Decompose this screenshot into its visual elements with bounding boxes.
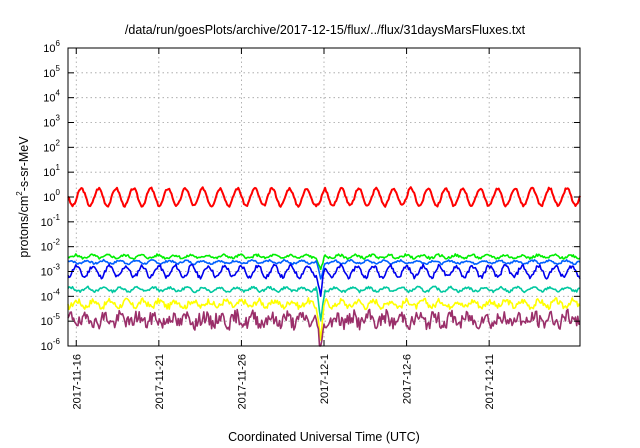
x-tick-labels: 2017-11-16 2017-11-21 2017-11-26 2017-12-1 2… (71, 354, 496, 409)
y-tick-label: 104 (43, 89, 60, 105)
y-tick-label: 101 (43, 163, 60, 179)
y-tick-label: 10-4 (41, 287, 61, 303)
y-tick-label: 102 (43, 138, 60, 154)
y-tick-base: 10 (41, 341, 53, 353)
y-tick-base: 10 (43, 118, 55, 130)
y-tick-base: 10 (43, 43, 55, 55)
y-tick-label: 105 (43, 64, 60, 80)
y-axis-label-rest: -s-sr-MeV (17, 136, 31, 192)
y-tick-exp: 3 (56, 114, 61, 123)
x-tick-label: 2017-11-26 (236, 354, 248, 409)
y-tick-base: 10 (41, 316, 53, 328)
y-axis-label-exp: 2 (15, 191, 24, 196)
y-tick-exp: 4 (56, 89, 61, 98)
y-tick-exp: -3 (53, 263, 61, 272)
y-tick-base: 10 (43, 93, 55, 105)
y-tick-label: 10-6 (41, 337, 61, 353)
series-line (67, 186, 581, 208)
y-tick-labels: 10-610-510-410-310-210-11001011021031041… (41, 39, 61, 353)
series-line (67, 263, 581, 298)
x-tick-label: 2017-12-11 (484, 354, 496, 409)
y-tick-base: 10 (43, 142, 55, 154)
y-tick-base: 10 (41, 242, 53, 254)
y-tick-label: 10-5 (41, 312, 61, 328)
y-tick-base: 10 (41, 267, 53, 279)
axis-ticks (68, 47, 580, 347)
y-tick-exp: -4 (53, 287, 61, 296)
y-tick-exp: -6 (53, 337, 61, 346)
x-tick-label: 2017-11-16 (71, 354, 83, 409)
series-line (67, 308, 581, 347)
x-tick-label: 2017-12-1 (319, 354, 331, 404)
y-tick-exp: 1 (56, 163, 61, 172)
y-tick-label: 106 (43, 39, 60, 55)
y-axis-label-base: protons/cm (17, 196, 31, 258)
y-tick-base: 10 (41, 217, 53, 229)
y-tick-exp: 5 (56, 64, 61, 73)
series-line (67, 297, 581, 341)
chart-title: /data/run/goesPlots/archive/2017-12-15/f… (125, 23, 526, 37)
series-lines (67, 186, 581, 347)
y-tick-exp: 0 (56, 188, 61, 197)
y-tick-label: 103 (43, 114, 60, 130)
y-tick-base: 10 (43, 192, 55, 204)
y-tick-base: 10 (43, 167, 55, 179)
series-line (67, 258, 581, 280)
y-axis-label: protons/cm2-s-sr-MeV (15, 136, 31, 258)
y-tick-exp: 2 (56, 138, 61, 147)
y-tick-label: 100 (43, 188, 60, 204)
x-tick-label: 2017-12-6 (402, 354, 414, 404)
y-tick-base: 10 (43, 68, 55, 80)
y-tick-base: 10 (41, 291, 53, 303)
y-tick-exp: 6 (56, 39, 61, 48)
y-tick-label: 10-3 (41, 263, 61, 279)
series-line (67, 253, 581, 271)
x-tick-label: 2017-11-21 (154, 354, 166, 409)
y-tick-exp: -2 (53, 238, 61, 247)
series-line (67, 285, 581, 321)
y-tick-label: 10-1 (41, 213, 61, 229)
x-axis-label: Coordinated Universal Time (UTC) (228, 430, 420, 444)
y-tick-exp: -5 (53, 312, 61, 321)
y-tick-exp: -1 (53, 213, 61, 222)
y-tick-label: 10-2 (41, 238, 61, 254)
